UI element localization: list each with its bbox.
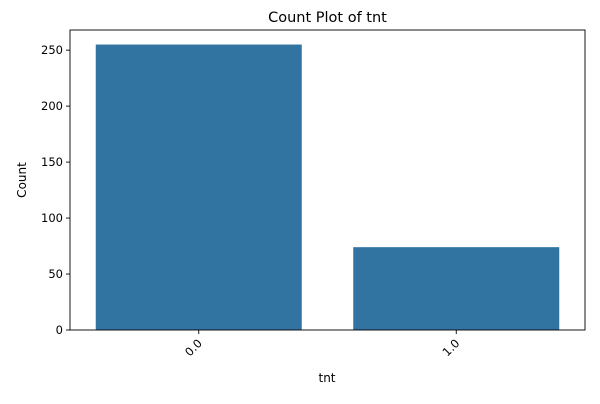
y-tick-label: 250 [41, 43, 63, 57]
x-tick-label: 1.0 [440, 336, 463, 359]
bars-layer [95, 44, 560, 330]
x-tick-label: 0.0 [182, 336, 205, 359]
y-axis-label: Count [15, 162, 29, 198]
y-tick-label: 200 [41, 99, 63, 113]
bar-1.0 [353, 247, 560, 330]
y-tick-label: 0 [56, 323, 63, 337]
chart-title: Count Plot of tnt [268, 10, 387, 26]
y-tick-label: 150 [41, 155, 63, 169]
plot-frame [69, 29, 586, 331]
x-axis: 0.0 1.0 [182, 330, 462, 359]
y-axis: 0 50 100 150 200 250 [41, 43, 70, 337]
y-tick-label: 50 [48, 267, 63, 281]
bar-0.0 [95, 44, 302, 330]
y-tick-label: 100 [41, 211, 63, 225]
x-axis-label: tnt [318, 371, 335, 385]
